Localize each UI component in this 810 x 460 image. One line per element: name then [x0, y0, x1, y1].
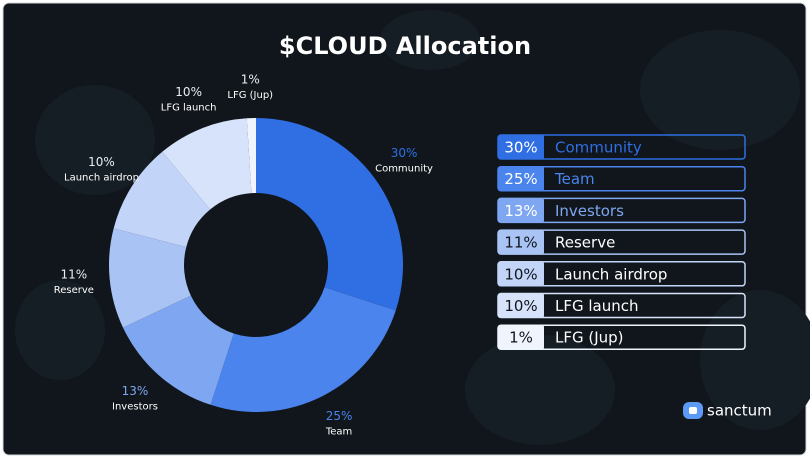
legend-item: 10% LFG launch — [497, 292, 746, 319]
legend-value: 10% — [504, 297, 537, 315]
legend-swatch — [498, 261, 544, 286]
legend-item: 30% Community — [497, 134, 746, 160]
slice-category-label: Community — [375, 163, 433, 174]
slice-category-label: Reserve — [54, 285, 94, 296]
legend-label: Launch airdrop — [555, 265, 667, 283]
legend-label: LFG (Jup) — [555, 329, 624, 347]
slice-category-label: Launch airdrop — [64, 173, 139, 184]
slice-category-label: LFG launch — [161, 102, 217, 113]
slice-value-label: 10% — [175, 85, 202, 99]
donut-slice — [246, 118, 256, 194]
legend-item: 25% Team — [497, 165, 746, 192]
slice-category-label: LFG (Jup) — [227, 90, 273, 101]
slice-category-label: Investors — [112, 402, 158, 413]
donut-slice — [162, 118, 252, 210]
brand-logo: sanctum — [683, 402, 772, 420]
legend-swatch — [498, 325, 544, 350]
donut-slice — [122, 295, 234, 405]
donut-slice — [113, 151, 211, 248]
slice-value-label: 11% — [60, 267, 87, 281]
legend-swatch — [498, 230, 544, 255]
legend-swatch — [498, 198, 544, 223]
slice-value-label: 30% — [391, 146, 418, 160]
legend-item: 10% Launch airdrop — [497, 261, 746, 287]
legend-swatch — [498, 166, 544, 191]
legend-label: Community — [555, 139, 642, 157]
donut-slice — [108, 228, 191, 328]
legend-label: Team — [554, 170, 595, 188]
chart-title: $CLOUD Allocation — [279, 32, 531, 60]
legend-item: 11% Reserve — [497, 229, 746, 255]
legend-label: LFG launch — [555, 297, 639, 315]
donut-slice — [256, 118, 403, 311]
legend-value: 10% — [504, 265, 537, 283]
legend-value: 25% — [504, 170, 537, 188]
legend-value: 11% — [504, 234, 537, 252]
legend-value: 1% — [509, 329, 533, 347]
legend-swatch — [498, 135, 544, 159]
slice-value-label: 25% — [326, 409, 353, 423]
slice-value-label: 13% — [122, 384, 149, 398]
slice-value-label: 1% — [241, 73, 260, 87]
legend-value: 30% — [504, 139, 537, 157]
legend-label: Investors — [555, 202, 624, 220]
slice-value-label: 10% — [88, 155, 115, 169]
legend-value: 13% — [504, 202, 537, 220]
legend-item: 13% Investors — [497, 197, 746, 224]
slice-category-label: Team — [325, 427, 352, 438]
donut-slice — [210, 287, 396, 412]
brand-name: sanctum — [707, 402, 772, 420]
legend-item: 1% LFG (Jup) — [497, 324, 746, 350]
legend-label: Reserve — [555, 234, 615, 252]
legend-swatch — [498, 293, 544, 318]
